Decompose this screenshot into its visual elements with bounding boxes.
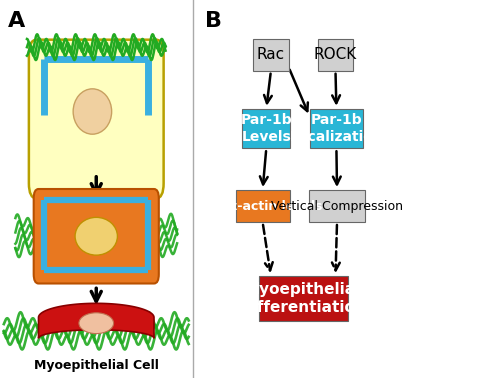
- Ellipse shape: [79, 313, 114, 334]
- Ellipse shape: [73, 89, 112, 134]
- Text: B: B: [205, 11, 222, 31]
- FancyBboxPatch shape: [29, 40, 164, 198]
- Text: Par-1b
Localization: Par-1b Localization: [290, 113, 384, 144]
- FancyBboxPatch shape: [253, 39, 288, 71]
- Text: ROCK: ROCK: [314, 47, 357, 62]
- Polygon shape: [38, 304, 154, 338]
- Ellipse shape: [75, 217, 118, 255]
- FancyBboxPatch shape: [308, 190, 366, 222]
- Text: OCC: OCC: [78, 255, 114, 270]
- Text: A: A: [8, 11, 25, 31]
- FancyBboxPatch shape: [258, 276, 348, 321]
- Text: SM α-actin levels: SM α-actin levels: [203, 200, 322, 212]
- Text: Rac: Rac: [257, 47, 285, 62]
- Text: Par-1b
Levels: Par-1b Levels: [240, 113, 292, 144]
- FancyBboxPatch shape: [310, 109, 364, 148]
- Text: Myoepithelial Cell: Myoepithelial Cell: [34, 359, 158, 372]
- Text: Myoepithelial
Differentiation: Myoepithelial Differentiation: [240, 282, 366, 315]
- Text: Vertical Compression: Vertical Compression: [271, 200, 403, 212]
- FancyBboxPatch shape: [236, 190, 290, 222]
- FancyBboxPatch shape: [318, 39, 353, 71]
- FancyBboxPatch shape: [242, 109, 290, 148]
- FancyBboxPatch shape: [34, 189, 159, 284]
